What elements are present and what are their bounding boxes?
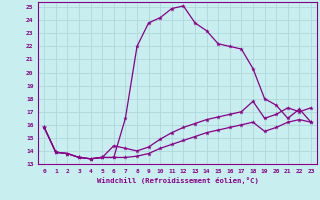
X-axis label: Windchill (Refroidissement éolien,°C): Windchill (Refroidissement éolien,°C) [97,177,259,184]
